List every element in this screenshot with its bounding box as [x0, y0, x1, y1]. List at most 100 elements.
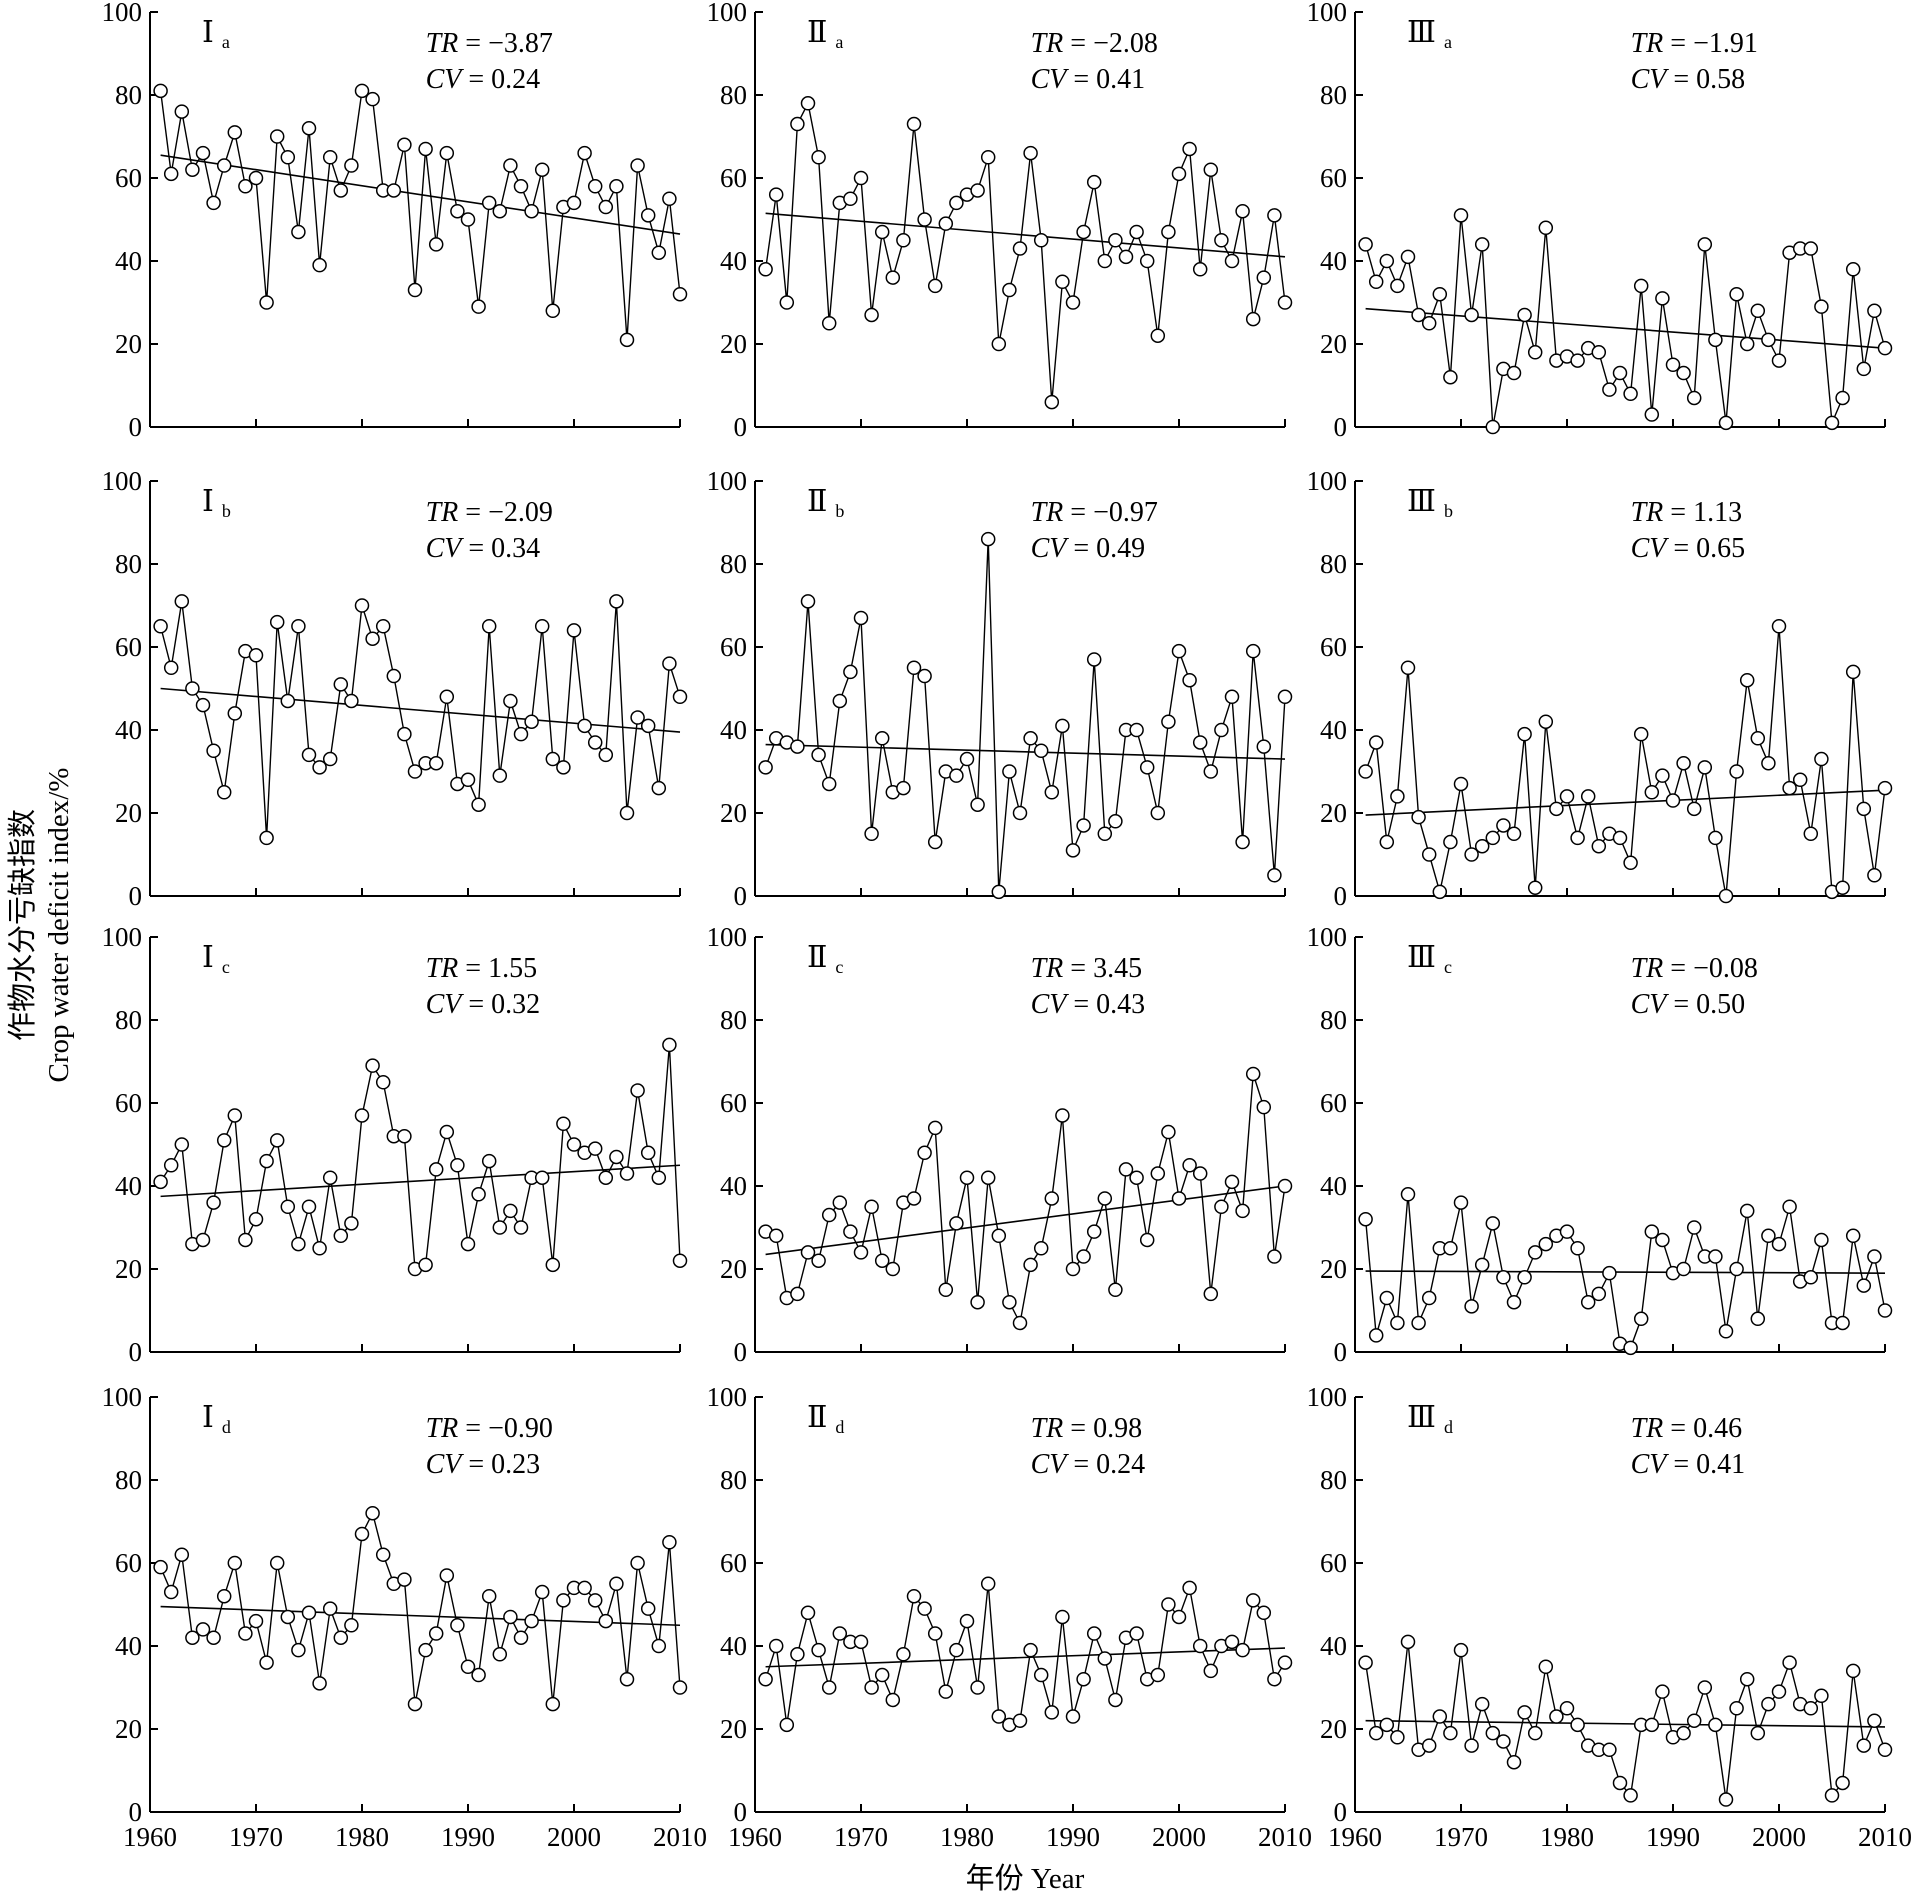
data-point	[1368, 274, 1384, 289]
data-point	[1400, 660, 1416, 675]
data-point	[1171, 643, 1187, 659]
data-point	[1814, 751, 1829, 767]
trend-line	[160, 1164, 681, 1198]
y-tick-label: 60	[720, 1548, 747, 1578]
y-tick-label: 40	[1320, 246, 1347, 276]
data-point	[492, 1647, 508, 1662]
data-point	[1877, 780, 1893, 796]
data-point	[1814, 1688, 1829, 1704]
data-point	[1845, 1663, 1861, 1679]
data-point	[1150, 1166, 1166, 1181]
data-point	[1421, 316, 1437, 331]
y-tick-label: 40	[1320, 1171, 1347, 1201]
data-point	[1633, 726, 1649, 742]
data-point	[1655, 768, 1670, 783]
data-point	[1739, 1671, 1755, 1687]
trend-line	[765, 743, 1286, 760]
data-point	[1506, 1754, 1522, 1770]
data-point	[354, 598, 370, 613]
data-point	[1570, 1717, 1585, 1733]
data-point	[1171, 1609, 1187, 1625]
data-point	[1150, 1667, 1166, 1683]
data-point	[917, 1145, 932, 1161]
panel-Ⅲb: 0 20 40 60 80 100 Ⅲ b TR = 1.13 CV = 0.65	[1307, 466, 1893, 911]
data-point	[1474, 838, 1490, 854]
data-point	[587, 179, 603, 194]
data-point	[1803, 826, 1819, 841]
data-point	[640, 1601, 656, 1616]
data-point	[1192, 1638, 1208, 1654]
data-point	[577, 1580, 592, 1596]
data-point	[1182, 1580, 1197, 1596]
data-point	[365, 1058, 380, 1073]
data-point	[534, 1170, 550, 1185]
data-point	[619, 805, 635, 821]
data-point	[1867, 1249, 1882, 1264]
data-point	[450, 203, 465, 219]
data-point	[248, 648, 264, 663]
data-point	[1835, 390, 1850, 406]
data-point	[1580, 1294, 1596, 1310]
data-point	[407, 764, 423, 779]
x-tick-label: 1960	[728, 1822, 782, 1852]
data-point	[1245, 311, 1261, 327]
data-point	[1474, 1257, 1490, 1273]
data-point	[1496, 1270, 1511, 1285]
data-point	[1644, 785, 1660, 800]
data-point	[1277, 1655, 1293, 1670]
y-tick-label: 0	[734, 881, 748, 911]
data-point	[1224, 253, 1240, 269]
data-point	[917, 1601, 932, 1616]
data-point	[1485, 1725, 1501, 1741]
data-point	[1411, 307, 1426, 323]
data-point	[1792, 772, 1808, 788]
data-point	[333, 1228, 349, 1244]
panel-label-sub: d	[1444, 1417, 1453, 1437]
data-point	[1856, 1738, 1872, 1753]
y-tick-label: 40	[720, 1171, 747, 1201]
data-point	[1390, 789, 1405, 804]
tr-stat: TR = 0.98	[1031, 1413, 1142, 1444]
y-tick-label: 100	[102, 922, 143, 952]
data-point	[896, 233, 911, 248]
data-point	[375, 1075, 391, 1090]
data-point	[1665, 793, 1681, 808]
data-point	[471, 1667, 486, 1683]
tr-stat: TR = −0.08	[1631, 953, 1758, 984]
data-point	[1044, 785, 1060, 800]
data-point	[1538, 714, 1554, 729]
data-point	[1118, 249, 1134, 265]
data-point	[1277, 1178, 1293, 1194]
panel-label-sub: d	[835, 1417, 844, 1437]
data-point	[1224, 1174, 1240, 1190]
data-point	[1761, 755, 1776, 771]
data-point	[1867, 1713, 1882, 1728]
data-point	[1453, 1195, 1469, 1210]
y-tick-label: 80	[1320, 1465, 1347, 1495]
data-point	[1033, 743, 1049, 758]
x-tick-label: 1990	[1646, 1822, 1700, 1852]
y-tick-label: 80	[720, 1465, 747, 1495]
data-point	[524, 1613, 539, 1629]
data-point	[1877, 1742, 1893, 1757]
y-tick-label: 60	[1320, 163, 1347, 193]
data-point	[1192, 262, 1208, 277]
data-point	[1771, 1684, 1787, 1699]
data-point	[301, 1605, 317, 1621]
data-point	[1432, 286, 1448, 302]
data-point	[1835, 880, 1850, 895]
y-tick-label: 100	[102, 0, 143, 27]
x-tick-label: 1990	[441, 1822, 495, 1852]
data-point	[874, 1253, 890, 1268]
y-tick-label: 20	[1320, 1714, 1347, 1744]
data-point	[1443, 834, 1458, 850]
y-tick-label: 40	[720, 715, 747, 745]
data-point	[1655, 1684, 1670, 1699]
data-point	[1023, 1257, 1038, 1273]
panel-Ⅱa: 0 20 40 60 80 100 Ⅱ a TR = −2.08 CV = 0.41	[707, 0, 1293, 442]
y-tick-label: 80	[115, 1465, 142, 1495]
data-point	[949, 195, 964, 211]
data-point	[1379, 253, 1395, 269]
data-point	[1192, 1166, 1208, 1181]
data-point	[153, 1559, 168, 1575]
